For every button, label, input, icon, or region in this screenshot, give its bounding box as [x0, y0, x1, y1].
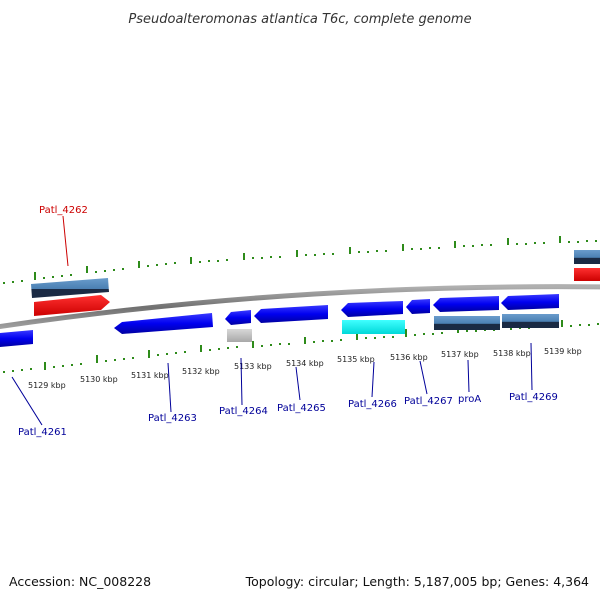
gene-label-patl4267[interactable]: Patl_4267	[404, 396, 453, 407]
cds-patl4265[interactable]	[254, 305, 328, 323]
gene-label-proA[interactable]: proA	[458, 394, 481, 405]
kbp-label: 5132 kbp	[182, 367, 220, 376]
outer-tick-ring	[3, 236, 597, 284]
accession-text: Accession: NC_008228	[9, 574, 151, 589]
inner-tick-ring	[3, 320, 599, 373]
gene-labels: Patl_4262 Patl_4261 Patl_4263 Patl_4264 …	[18, 205, 558, 438]
kbp-label: 5139 kbp	[544, 347, 582, 356]
kbp-label: 5137 kbp	[441, 350, 479, 359]
kbp-label: 5133 kbp	[234, 362, 272, 371]
kbp-label: 5131 kbp	[131, 371, 169, 380]
lower-feature-track	[0, 294, 559, 347]
upper-feature-track	[31, 250, 600, 316]
cds-patl4264[interactable]	[225, 310, 251, 325]
gene-label-patl4264[interactable]: Patl_4264	[219, 406, 268, 417]
rrna-feature-right-edge[interactable]	[574, 268, 600, 281]
gene-label-patl4261[interactable]: Patl_4261	[18, 427, 67, 438]
rrna-feature-patl4262[interactable]	[34, 295, 110, 316]
map-title: Pseudoalteromonas atlantica T6c, complet…	[128, 12, 471, 27]
trna-feature-patl4266[interactable]	[342, 320, 405, 334]
cds-patl4263[interactable]	[114, 313, 213, 334]
kbp-label: 5136 kbp	[390, 353, 428, 362]
gene-label-patl4265[interactable]: Patl_4265	[277, 403, 326, 414]
kbp-label: 5130 kbp	[80, 375, 118, 384]
kbp-label: 5138 kbp	[493, 349, 531, 358]
cds-patl4266[interactable]	[341, 301, 403, 317]
label-leaders	[11, 215, 533, 426]
gene-label-patl4263[interactable]: Patl_4263	[148, 413, 197, 424]
kbp-label: 5134 kbp	[286, 359, 324, 368]
gene-label-patl4262[interactable]: Patl_4262	[39, 205, 88, 216]
gene-label-patl4266[interactable]: Patl_4266	[348, 399, 397, 410]
gene-feature-proA[interactable]	[434, 316, 500, 330]
cds-patl4269[interactable]	[501, 294, 559, 310]
genome-summary-text: Topology: circular; Length: 5,187,005 bp…	[245, 574, 589, 589]
gene-feature-patl4262-a[interactable]	[31, 278, 109, 298]
cds-proA[interactable]	[433, 296, 499, 312]
gene-feature-patl4269[interactable]	[502, 314, 559, 328]
kbp-label: 5135 kbp	[337, 355, 375, 364]
gene-label-patl4269[interactable]: Patl_4269	[509, 392, 558, 403]
genome-backbone	[0, 284, 600, 330]
cds-patl4261[interactable]	[0, 330, 33, 347]
cds-patl4267[interactable]	[406, 299, 430, 314]
kbp-labels: 5129 kbp 5130 kbp 5131 kbp 5132 kbp 5133…	[28, 347, 582, 390]
misc-feature-patl4264[interactable]	[227, 329, 252, 342]
gene-feature-right-edge[interactable]	[574, 250, 600, 264]
kbp-label: 5129 kbp	[28, 381, 66, 390]
